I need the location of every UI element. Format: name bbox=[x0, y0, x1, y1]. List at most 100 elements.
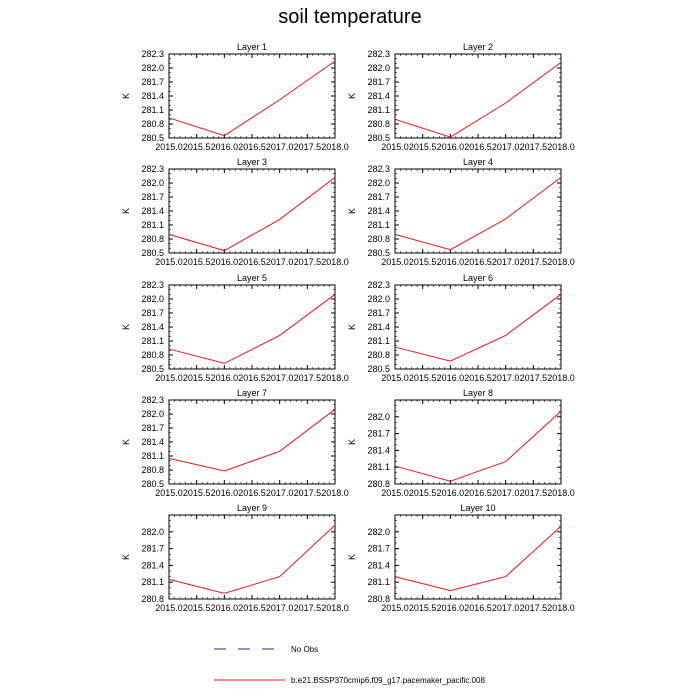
x-tick-label: 2016.0 bbox=[437, 142, 465, 152]
x-tick-label: 2017.0 bbox=[266, 603, 294, 613]
y-tick-label: 281.7 bbox=[367, 77, 390, 87]
x-tick-label: 2016.5 bbox=[238, 257, 266, 267]
x-tick-label: 2015.0 bbox=[155, 603, 183, 613]
plot-frame bbox=[394, 284, 562, 370]
x-tick-label: 2015.0 bbox=[381, 488, 409, 498]
plot-frame bbox=[168, 514, 336, 600]
panel-title: Layer 6 bbox=[463, 273, 493, 283]
x-tick-label: 2017.5 bbox=[520, 257, 548, 267]
y-axis-label: K bbox=[121, 208, 131, 214]
y-tick-label: 281.7 bbox=[367, 544, 390, 554]
y-tick-label: 281.4 bbox=[141, 322, 164, 332]
panel-title: Layer 8 bbox=[463, 388, 493, 398]
y-axis-label: K bbox=[347, 93, 357, 99]
y-axis-label: K bbox=[121, 439, 131, 445]
x-tick-label: 2016.5 bbox=[464, 142, 492, 152]
y-tick-label: 280.8 bbox=[141, 350, 164, 360]
panel-title: Layer 5 bbox=[237, 273, 267, 283]
x-tick-label: 2017.0 bbox=[492, 373, 520, 383]
x-tick-label: 2018.0 bbox=[321, 142, 349, 152]
x-tick-label: 2017.0 bbox=[492, 603, 520, 613]
y-axis-label: K bbox=[347, 208, 357, 214]
y-tick-label: 282.0 bbox=[367, 178, 390, 188]
panel-title: Layer 9 bbox=[237, 503, 267, 513]
y-tick-label: 281.7 bbox=[141, 192, 164, 202]
y-tick-label: 282.0 bbox=[367, 294, 390, 304]
panel-title: Layer 1 bbox=[237, 42, 267, 52]
y-tick-label: 280.8 bbox=[367, 594, 390, 604]
y-tick-label: 281.4 bbox=[141, 91, 164, 101]
y-tick-label: 281.7 bbox=[367, 308, 390, 318]
y-tick-label: 280.8 bbox=[141, 594, 164, 604]
y-tick-label: 281.4 bbox=[367, 206, 390, 216]
x-tick-label: 2017.5 bbox=[294, 488, 322, 498]
x-tick-label: 2015.0 bbox=[155, 142, 183, 152]
x-tick-label: 2017.0 bbox=[266, 142, 294, 152]
x-tick-label: 2015.5 bbox=[183, 488, 211, 498]
y-tick-label: 281.1 bbox=[141, 451, 164, 461]
y-axis-label: K bbox=[121, 324, 131, 330]
x-tick-label: 2015.0 bbox=[381, 603, 409, 613]
x-tick-label: 2016.0 bbox=[211, 142, 239, 152]
x-tick-label: 2016.5 bbox=[464, 603, 492, 613]
y-axis-label: K bbox=[347, 324, 357, 330]
plot-frame bbox=[168, 399, 336, 485]
y-tick-label: 280.5 bbox=[141, 479, 164, 489]
x-tick-label: 2015.5 bbox=[409, 142, 437, 152]
y-tick-label: 281.1 bbox=[367, 462, 390, 472]
series-line bbox=[394, 293, 562, 362]
x-tick-label: 2017.5 bbox=[520, 142, 548, 152]
y-tick-label: 281.1 bbox=[367, 577, 390, 587]
x-tick-label: 2017.0 bbox=[266, 488, 294, 498]
y-tick-label: 281.1 bbox=[367, 336, 390, 346]
y-tick-label: 282.0 bbox=[141, 527, 164, 537]
x-tick-label: 2016.5 bbox=[464, 373, 492, 383]
y-tick-label: 280.8 bbox=[367, 234, 390, 244]
x-tick-label: 2015.5 bbox=[409, 488, 437, 498]
x-tick-label: 2016.0 bbox=[437, 488, 465, 498]
x-tick-label: 2015.0 bbox=[155, 373, 183, 383]
x-tick-label: 2016.0 bbox=[437, 603, 465, 613]
plot-frame bbox=[168, 284, 336, 370]
series-line bbox=[168, 177, 336, 252]
x-tick-label: 2018.0 bbox=[547, 373, 575, 383]
y-tick-label: 281.4 bbox=[367, 91, 390, 101]
x-tick-label: 2016.5 bbox=[464, 257, 492, 267]
series-line bbox=[394, 177, 562, 251]
x-tick-label: 2018.0 bbox=[547, 257, 575, 267]
x-tick-label: 2015.0 bbox=[155, 257, 183, 267]
x-tick-label: 2018.0 bbox=[547, 603, 575, 613]
x-tick-label: 2018.0 bbox=[547, 488, 575, 498]
series-line bbox=[168, 293, 336, 364]
plot-frame bbox=[168, 168, 336, 254]
x-tick-label: 2017.5 bbox=[520, 603, 548, 613]
panel-title: Layer 2 bbox=[463, 42, 493, 52]
y-tick-label: 281.1 bbox=[141, 220, 164, 230]
y-tick-label: 281.4 bbox=[141, 560, 164, 570]
x-tick-label: 2015.5 bbox=[409, 257, 437, 267]
series-line bbox=[168, 524, 336, 594]
y-tick-label: 281.4 bbox=[141, 437, 164, 447]
x-tick-label: 2015.5 bbox=[183, 603, 211, 613]
x-tick-label: 2017.0 bbox=[492, 142, 520, 152]
y-tick-label: 282.0 bbox=[141, 63, 164, 73]
y-tick-label: 281.7 bbox=[141, 77, 164, 87]
plot-frame bbox=[394, 168, 562, 254]
plot-frame bbox=[394, 514, 562, 600]
x-tick-label: 2018.0 bbox=[547, 142, 575, 152]
x-tick-label: 2017.5 bbox=[294, 142, 322, 152]
x-tick-label: 2017.5 bbox=[520, 488, 548, 498]
panel-title: Layer 4 bbox=[463, 157, 493, 167]
y-tick-label: 282.0 bbox=[367, 412, 390, 422]
y-tick-label: 281.7 bbox=[367, 192, 390, 202]
y-tick-label: 282.3 bbox=[367, 49, 390, 59]
y-tick-label: 281.1 bbox=[367, 220, 390, 230]
x-tick-label: 2015.0 bbox=[381, 142, 409, 152]
